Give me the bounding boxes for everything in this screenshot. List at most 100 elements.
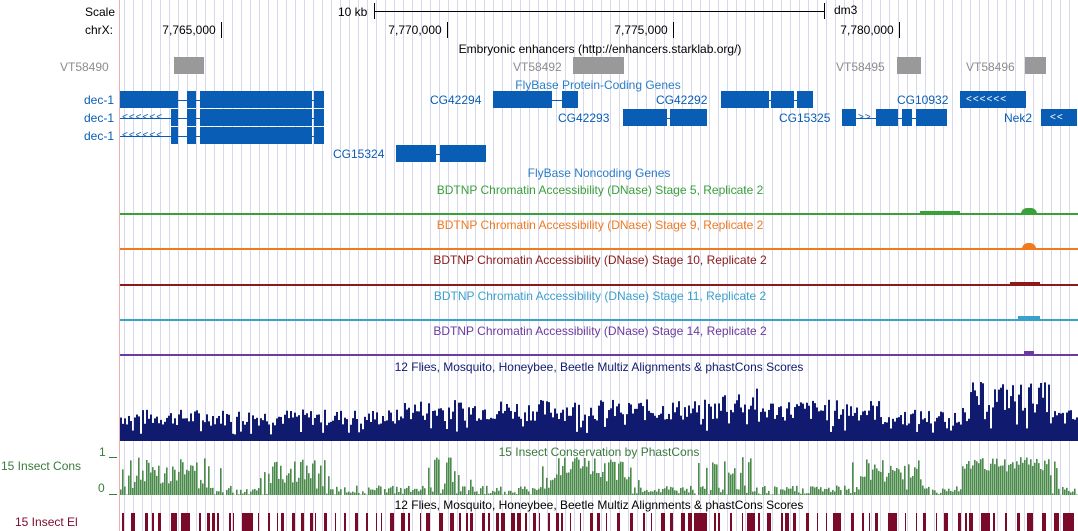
enhancer-item[interactable] xyxy=(1025,57,1046,74)
phastcons-bar xyxy=(392,485,394,495)
enhancer-item[interactable] xyxy=(573,57,624,74)
assembly-label: dm3 xyxy=(834,3,858,17)
gene-exon[interactable] xyxy=(797,91,813,108)
gene-exon[interactable] xyxy=(171,127,178,144)
phastcons-bar xyxy=(670,486,672,495)
phastcons-bar xyxy=(604,463,606,495)
phastcons-bar xyxy=(660,492,662,495)
phastcons-bar xyxy=(796,485,798,495)
gene-exon[interactable] xyxy=(200,109,312,126)
ruler-tick xyxy=(673,22,674,38)
gene-exon[interactable] xyxy=(876,109,898,126)
gene-label-CG15325[interactable]: CG15325 xyxy=(779,111,831,125)
phastcons-bar xyxy=(656,491,658,495)
gene-exon[interactable] xyxy=(314,91,324,108)
gene-label-CG10932[interactable]: CG10932 xyxy=(897,93,949,107)
multiz-bar xyxy=(554,408,556,441)
gene-exon[interactable] xyxy=(562,91,578,108)
multiz-bar xyxy=(278,416,280,441)
gene-exon[interactable] xyxy=(721,91,769,108)
phastcons-bar xyxy=(182,462,184,495)
phastcons-bar xyxy=(284,482,286,495)
gene-exon[interactable] xyxy=(623,109,667,126)
multiz-bar xyxy=(378,424,380,441)
phastcons-bar xyxy=(734,468,736,495)
enhancer-item[interactable] xyxy=(174,57,204,74)
gene-label-dec-1[interactable]: dec-1 xyxy=(84,111,115,125)
multiz-bar xyxy=(1064,423,1066,441)
gene-exon[interactable] xyxy=(187,127,196,144)
phastcons-bar xyxy=(812,486,814,495)
phastcons-bar xyxy=(624,477,626,495)
multiz-bar xyxy=(218,415,220,441)
multiz-bar xyxy=(628,402,630,441)
multiz-bar xyxy=(296,416,298,441)
gene-exon[interactable] xyxy=(1041,109,1077,126)
gene-exon[interactable] xyxy=(396,145,436,162)
multiz-bar xyxy=(922,419,924,441)
gene-exon[interactable] xyxy=(200,127,312,144)
gene-exon[interactable] xyxy=(670,109,707,126)
gene-exon[interactable] xyxy=(902,109,912,126)
conserved-elements-track xyxy=(122,513,1074,531)
enhancer-item-label[interactable]: VT58492 xyxy=(513,60,562,74)
multiz-bar xyxy=(182,418,184,441)
multiz-bar xyxy=(128,415,130,441)
phastcons-bar xyxy=(312,463,314,495)
phastcons-bar xyxy=(258,488,260,495)
conserved-element xyxy=(1005,513,1007,531)
gene-label-CG42293[interactable]: CG42293 xyxy=(558,111,610,125)
multiz-bar xyxy=(864,410,866,441)
gene-exon[interactable] xyxy=(771,91,794,108)
gene-exon[interactable] xyxy=(842,109,856,126)
gene-label-CG15324[interactable]: CG15324 xyxy=(333,147,385,161)
phastcons-bar xyxy=(324,460,326,495)
gene-label-dec-1[interactable]: dec-1 xyxy=(84,129,115,143)
multiz-bar xyxy=(194,411,196,441)
multiz-bar xyxy=(204,422,206,441)
gene-exon[interactable] xyxy=(171,109,178,126)
multiz-bar xyxy=(196,410,198,441)
grid-line xyxy=(844,0,845,531)
phastcons-left-label[interactable]: 15 Insect Cons xyxy=(1,459,82,473)
enhancer-item-label[interactable]: VT58496 xyxy=(966,60,1015,74)
gene-label-CG42292[interactable]: CG42292 xyxy=(656,93,708,107)
gene-exon[interactable] xyxy=(960,91,1026,108)
phastcons-bar xyxy=(918,460,920,495)
y-min-tick xyxy=(109,494,117,495)
multiz-bar xyxy=(908,423,910,441)
left-border xyxy=(119,0,120,531)
phastcons-bar xyxy=(340,489,342,495)
multiz-bar xyxy=(804,408,806,441)
multiz-bar xyxy=(964,412,966,441)
phastcons-bar xyxy=(440,493,442,495)
multiz-bar xyxy=(816,407,818,441)
phastcons-bar xyxy=(378,485,380,495)
phastcons-bar xyxy=(238,494,240,495)
enhancer-item-label[interactable]: VT58490 xyxy=(60,60,109,74)
multiz-bar xyxy=(1030,383,1032,441)
multiz-bar xyxy=(494,418,496,441)
gene-exon[interactable] xyxy=(200,91,312,108)
gene-label-dec-1[interactable]: dec-1 xyxy=(84,93,115,107)
gene-exon[interactable] xyxy=(314,127,324,144)
multiz-bar xyxy=(690,413,692,441)
gene-exon[interactable] xyxy=(916,109,947,126)
gene-exon[interactable] xyxy=(187,109,196,126)
gene-exon[interactable] xyxy=(440,145,486,162)
phastcons-bar xyxy=(368,487,370,495)
gene-exon[interactable] xyxy=(493,91,552,108)
conserved-element xyxy=(742,513,743,531)
gene-label-Nek2[interactable]: Nek2 xyxy=(1004,111,1033,125)
gene-exon[interactable] xyxy=(314,109,324,126)
phastcons-bar xyxy=(428,467,430,495)
enhancer-item-label[interactable]: VT58495 xyxy=(836,60,885,74)
gene-exon[interactable] xyxy=(187,91,196,108)
gene-exon[interactable] xyxy=(120,91,178,108)
gene-label-CG42294[interactable]: CG42294 xyxy=(430,93,482,107)
elements-left-label[interactable]: 15 Insect El xyxy=(15,515,78,529)
enhancer-item[interactable] xyxy=(897,57,921,74)
multiz-bar xyxy=(778,407,780,441)
multiz-bar xyxy=(178,414,180,441)
